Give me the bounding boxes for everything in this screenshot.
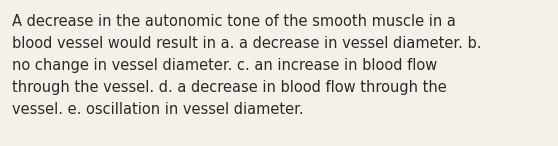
Text: no change in vessel diameter. c. an increase in blood flow: no change in vessel diameter. c. an incr…: [12, 58, 437, 73]
Text: through the vessel. d. a decrease in blood flow through the: through the vessel. d. a decrease in blo…: [12, 80, 447, 95]
Text: vessel. e. oscillation in vessel diameter.: vessel. e. oscillation in vessel diamete…: [12, 102, 304, 117]
Text: A decrease in the autonomic tone of the smooth muscle in a: A decrease in the autonomic tone of the …: [12, 14, 456, 29]
Text: blood vessel would result in a. a decrease in vessel diameter. b.: blood vessel would result in a. a decrea…: [12, 36, 482, 51]
